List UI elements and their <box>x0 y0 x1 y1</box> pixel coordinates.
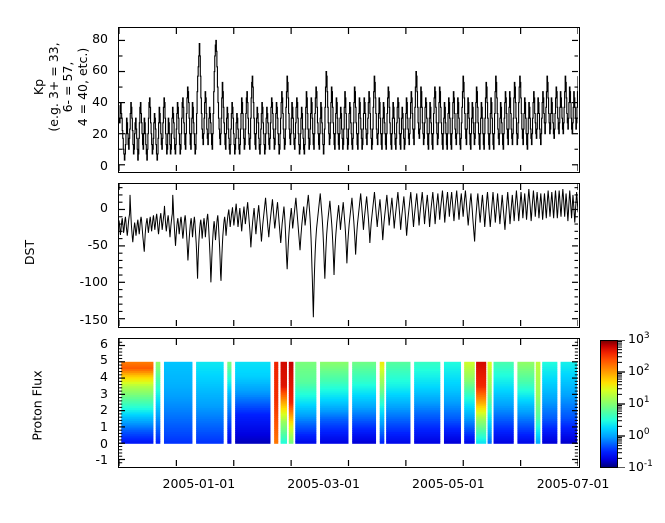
colorbar-ticks <box>618 340 625 468</box>
dst-data-line <box>119 189 578 318</box>
y-tick-label: 5 <box>100 352 108 368</box>
y-tick-label: 20 <box>92 125 108 141</box>
y-tick-label: 6 <box>100 335 108 351</box>
colorbar-gradient <box>600 340 618 468</box>
y-tick-label: 4 <box>100 369 108 384</box>
heatmap-block <box>288 361 294 444</box>
kp-axis-label-line-3: 6- = 57, <box>60 61 75 113</box>
heatmap-block <box>352 361 377 444</box>
kp-data-line <box>119 39 578 161</box>
y-tick-label: 0 <box>100 157 108 173</box>
heatmap-block <box>295 361 317 444</box>
heatmap-block <box>560 361 578 444</box>
y-tick-label: -150 <box>79 311 108 327</box>
kp-ticks <box>119 28 578 171</box>
heatmap-block <box>487 361 492 444</box>
y-tick-label: 80 <box>92 30 108 46</box>
y-tick-label: -50 <box>87 237 108 253</box>
dst-ticks <box>119 184 578 326</box>
heatmap-block <box>274 361 279 444</box>
colorbar: 103 102 101 100 10-1 <box>600 331 660 474</box>
heatmap-block <box>535 361 541 444</box>
colorbar-tick-label: 10-1 <box>628 459 653 475</box>
heatmap-block <box>196 361 224 444</box>
y-tick-label: 0 <box>100 200 108 216</box>
kp-plot-panel <box>118 27 580 173</box>
colorbar-tick-label: 102 <box>628 363 650 379</box>
dst-plot-panel <box>118 183 580 328</box>
x-tick-label: 2005-03-01 <box>287 476 360 491</box>
heatmap-block <box>280 361 287 444</box>
x-tick-label: 2005-07-01 <box>536 476 610 491</box>
y-tick-label: -100 <box>79 274 108 290</box>
proton-flux-ticks <box>119 339 578 466</box>
heatmap-block <box>235 361 271 444</box>
y-tick-label: 2 <box>100 402 108 418</box>
proton-flux-heatmap <box>121 361 578 444</box>
heatmap-block <box>464 361 475 444</box>
heatmap-block <box>379 361 385 444</box>
heatmap-block <box>320 361 349 444</box>
heatmap-block <box>163 361 193 444</box>
heatmap-block <box>493 361 514 444</box>
proton-flux-axis-label: Proton Flux <box>29 370 45 441</box>
y-tick-label: 3 <box>100 385 108 401</box>
heatmap-block <box>517 361 535 444</box>
colorbar-tick-label: 101 <box>628 395 650 411</box>
y-tick-label: 60 <box>92 62 108 78</box>
y-tick-label: 0 <box>100 435 108 451</box>
colorbar-tick-label: 100 <box>628 427 650 443</box>
y-tick-label: 40 <box>92 94 108 110</box>
heatmap-block <box>155 361 161 444</box>
colorbar-tick-label: 103 <box>628 331 650 347</box>
proton-flux-plot-panel <box>118 338 580 468</box>
dst-axis-label: DST <box>22 239 38 266</box>
kp-axis-label-line-1: Kp <box>31 78 46 96</box>
y-tick-label: -1 <box>95 452 108 468</box>
heatmap-block <box>386 361 411 444</box>
heatmap-block <box>542 361 558 444</box>
heatmap-block <box>227 361 232 444</box>
kp-axis-label-line-4: 4 = 40, etc.) <box>74 47 90 127</box>
heatmap-block <box>476 361 487 444</box>
y-tick-label: 1 <box>100 419 108 434</box>
x-tick-label: 2005-05-01 <box>412 476 485 491</box>
kp-axis-label-line-2: (e.g. 3+ = 33, <box>45 42 61 132</box>
heatmap-block <box>443 361 461 444</box>
x-tick-label: 2005-01-01 <box>162 476 236 491</box>
heatmap-block <box>121 361 154 444</box>
heatmap-block <box>414 361 441 444</box>
